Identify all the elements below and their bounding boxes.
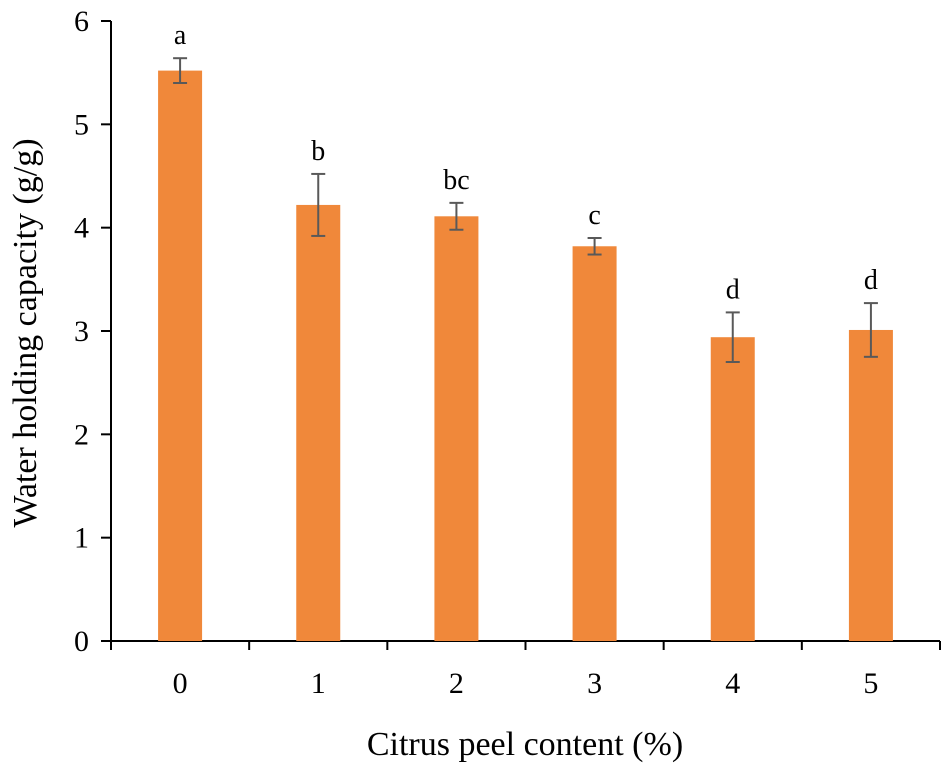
x-tick-label: 4 xyxy=(725,667,740,700)
y-tick-label: 4 xyxy=(74,212,89,245)
y-tick-label: 6 xyxy=(74,5,89,38)
x-tick-label: 2 xyxy=(449,667,464,700)
x-axis: 0 1 2 3 4 5 xyxy=(110,640,941,700)
significance-letter: d xyxy=(726,274,740,305)
significance-letter: c xyxy=(588,200,600,231)
y-axis-title: Water holding capacity (g/g) xyxy=(7,138,44,527)
y-tick-label: 1 xyxy=(74,522,89,555)
bar xyxy=(296,204,341,641)
bar xyxy=(158,70,203,642)
x-tick-label: 1 xyxy=(311,667,326,700)
x-tick-label: 5 xyxy=(863,667,878,700)
bar xyxy=(710,337,755,641)
y-tick-label: 0 xyxy=(74,625,89,658)
y-axis: 0 1 2 3 4 5 6 xyxy=(74,5,112,658)
significance-letter: a xyxy=(174,20,187,51)
bar xyxy=(434,216,479,642)
x-tick-label: 0 xyxy=(173,667,188,700)
significance-letter: d xyxy=(864,265,878,296)
bar xyxy=(572,246,617,641)
significance-letter: bc xyxy=(443,165,469,196)
y-tick-label: 3 xyxy=(74,315,89,348)
y-tick-label: 5 xyxy=(74,108,89,141)
bars: a b bc c d d xyxy=(158,20,893,642)
y-tick-label: 2 xyxy=(74,418,89,451)
x-axis-title: Citrus peel content (%) xyxy=(367,726,683,763)
x-tick-label: 3 xyxy=(587,667,602,700)
bar xyxy=(848,329,893,641)
significance-letter: b xyxy=(311,136,325,167)
